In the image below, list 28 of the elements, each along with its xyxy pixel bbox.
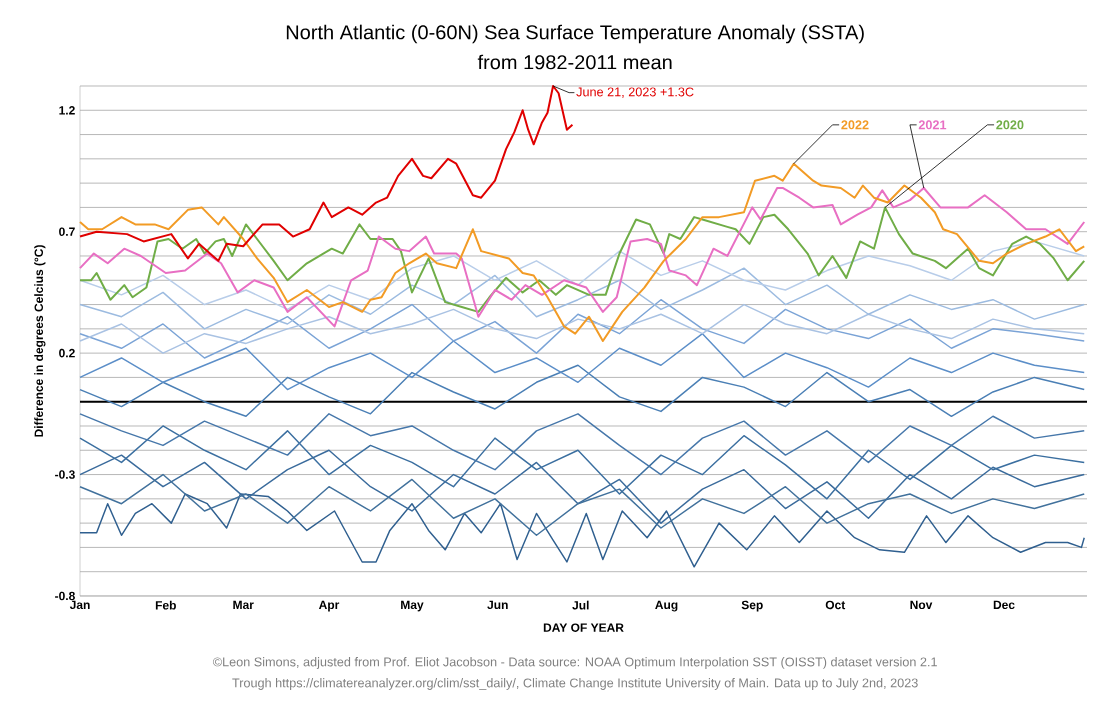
y-tick-label: -0.8 <box>55 591 75 601</box>
x-tick-label: Dec <box>993 600 1015 610</box>
x-tick-label: Aug <box>655 600 678 612</box>
x-tick-label: Oct <box>825 600 846 610</box>
text: Trough https://climatereanalyzer.org/clim/sst_daily/, Climate Change Institute University of Main. Data up to July 2nd, 2023 <box>232 678 918 690</box>
text: 2020 <box>996 120 1024 130</box>
annotation: June 21, 2023 +1.3C <box>576 87 694 98</box>
text: ©Leon Simons, adjusted from Prof. Eliot Jacobson - Data source: NOAA Optimum Interpolation SST (OISST) dataset version 2.1 <box>212 657 937 669</box>
y-tick-label: 0.2 <box>59 348 75 358</box>
text: 2022 <box>841 120 869 130</box>
x-tick-label: Sep <box>741 600 763 612</box>
x-tick-label: Feb <box>155 600 176 610</box>
line-series <box>79 84 574 262</box>
y-tick-label: 1.2 <box>59 106 75 115</box>
y-tick-label: -0.3 <box>55 470 75 479</box>
x-tick-label: Jun <box>487 600 508 610</box>
x-tick-label: Apr <box>318 600 340 612</box>
x-tick-label: Jul <box>572 600 589 610</box>
chart-subtitle: from 1982-2011 mean <box>477 54 672 70</box>
text: 2021 <box>918 120 947 130</box>
y-axis-title: Difference in degrees Celcius (°C) <box>34 245 46 437</box>
x-tick-label: Nov <box>910 600 933 610</box>
x-tick-label: Jan <box>69 600 90 610</box>
x-tick-label: Mar <box>233 600 254 610</box>
y-tick-label: 0.7 <box>59 227 75 236</box>
x-tick-label: May <box>401 600 424 612</box>
chart-title: North Atlantic (0-60N) Sea Surface Temperature Anomaly (SSTA) <box>286 24 864 44</box>
x-axis-title: DAY OF YEAR <box>543 623 624 632</box>
